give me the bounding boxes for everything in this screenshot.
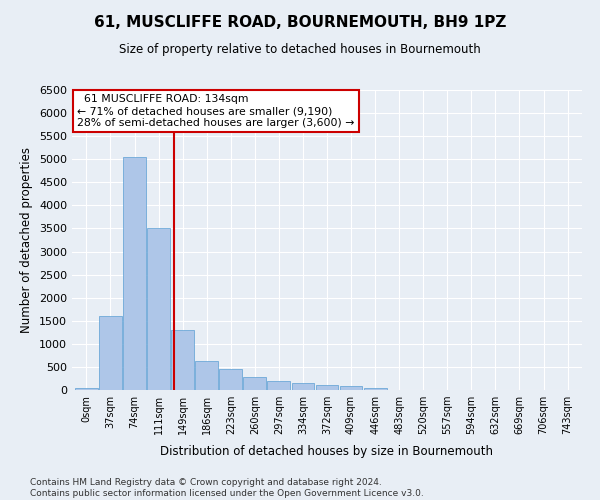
X-axis label: Distribution of detached houses by size in Bournemouth: Distribution of detached houses by size … bbox=[161, 446, 493, 458]
Text: Contains HM Land Registry data © Crown copyright and database right 2024.
Contai: Contains HM Land Registry data © Crown c… bbox=[30, 478, 424, 498]
Text: Size of property relative to detached houses in Bournemouth: Size of property relative to detached ho… bbox=[119, 42, 481, 56]
Bar bbox=[292, 383, 314, 390]
Bar bbox=[171, 330, 194, 390]
Y-axis label: Number of detached properties: Number of detached properties bbox=[20, 147, 34, 333]
Bar bbox=[220, 369, 242, 390]
Bar bbox=[99, 316, 122, 390]
Bar bbox=[340, 386, 362, 390]
Text: 61 MUSCLIFFE ROAD: 134sqm
← 71% of detached houses are smaller (9,190)
28% of se: 61 MUSCLIFFE ROAD: 134sqm ← 71% of detac… bbox=[77, 94, 355, 128]
Bar bbox=[364, 388, 386, 390]
Bar bbox=[244, 376, 266, 390]
Bar bbox=[123, 157, 146, 390]
Bar bbox=[147, 228, 170, 390]
Bar bbox=[316, 386, 338, 390]
Bar bbox=[75, 388, 98, 390]
Bar bbox=[268, 381, 290, 390]
Bar bbox=[195, 362, 218, 390]
Text: 61, MUSCLIFFE ROAD, BOURNEMOUTH, BH9 1PZ: 61, MUSCLIFFE ROAD, BOURNEMOUTH, BH9 1PZ bbox=[94, 15, 506, 30]
